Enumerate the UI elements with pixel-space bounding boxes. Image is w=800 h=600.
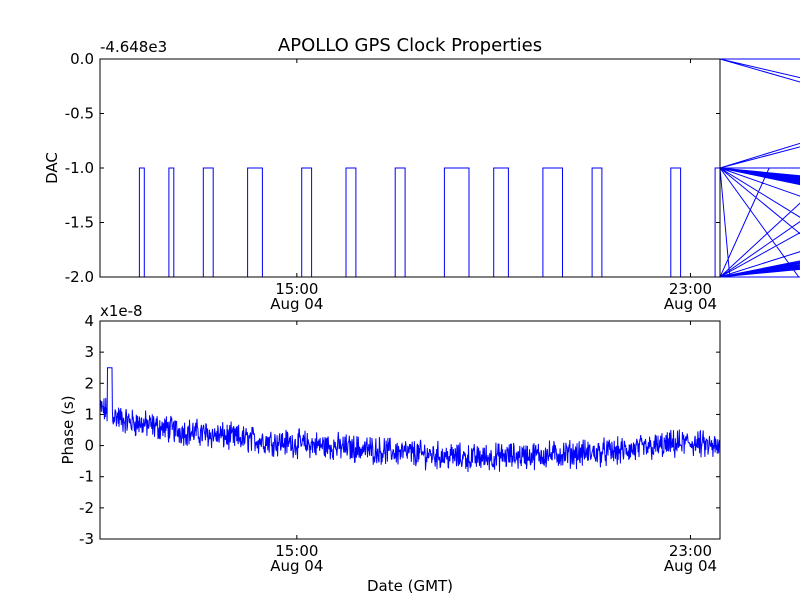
dac-ylabel: DAC bbox=[43, 152, 61, 184]
xtick-date-label: Aug 04 bbox=[664, 295, 717, 313]
ytick-label: -2 bbox=[79, 499, 94, 517]
ytick-label: 0 bbox=[84, 437, 94, 455]
phase-ylabel: Phase (s) bbox=[59, 395, 77, 464]
phase-offset-label: x1e-8 bbox=[100, 302, 143, 320]
ytick-label: -0.5 bbox=[65, 105, 94, 123]
ytick-label: 3 bbox=[84, 343, 94, 361]
dac-offset-label: -4.648e3 bbox=[100, 38, 167, 56]
dac-ytick-labels: 0.0 -0.5 -1.0 -1.5 -2.0 bbox=[65, 50, 94, 286]
phase-plot-area bbox=[99, 320, 721, 540]
phase-xlabel: Date (GMT) bbox=[367, 577, 453, 595]
ytick-label: 0.0 bbox=[70, 50, 94, 68]
ytick-label: 4 bbox=[84, 312, 94, 330]
ytick-label: -2.0 bbox=[65, 268, 94, 286]
ytick-label: -1.0 bbox=[65, 159, 94, 177]
ytick-label: -1 bbox=[79, 468, 94, 486]
xtick-date-label: Aug 04 bbox=[270, 295, 323, 313]
xtick-date-label: Aug 04 bbox=[270, 557, 323, 575]
ytick-label: 2 bbox=[84, 374, 94, 392]
chart-title: APOLLO GPS Clock Properties bbox=[278, 35, 542, 56]
xtick-time-label: 23:00 bbox=[669, 280, 712, 298]
ytick-label: -3 bbox=[79, 530, 94, 548]
ytick-label: 1 bbox=[84, 405, 94, 423]
phase-ytick-labels: 4 3 2 1 0 -1 -2 -3 bbox=[79, 312, 94, 548]
xtick-date-label: Aug 04 bbox=[664, 557, 717, 575]
phase-axes-frame bbox=[99, 320, 721, 540]
dac-axes-frame bbox=[99, 58, 721, 278]
xtick-time-label: 23:00 bbox=[669, 542, 712, 560]
xtick-time-label: 15:00 bbox=[275, 542, 318, 560]
dac-plot-area bbox=[99, 58, 800, 278]
dac-series-line bbox=[100, 58, 800, 278]
phase-series-line bbox=[99, 367, 721, 473]
xtick-time-label: 15:00 bbox=[275, 280, 318, 298]
ytick-label: -1.5 bbox=[65, 214, 94, 232]
